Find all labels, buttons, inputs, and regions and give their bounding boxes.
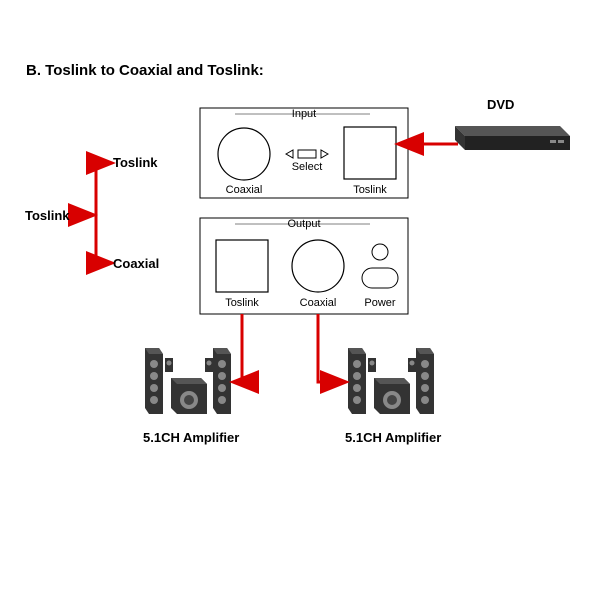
arrow-toslink-to-amp — [235, 314, 242, 382]
amp-right-label: 5.1CH Amplifier — [345, 430, 441, 445]
input-title: Input — [292, 108, 316, 120]
output-title: Output — [287, 218, 320, 230]
branch-bottom-label: Coaxial — [113, 256, 159, 271]
output-power-label: Power — [364, 297, 396, 309]
dvd-device — [455, 126, 570, 150]
input-panel: Input Coaxial Select Toslink — [200, 108, 408, 198]
arrow-coaxial-to-amp — [318, 314, 344, 382]
output-panel: Output Toslink Coaxial Power — [200, 218, 408, 314]
diagram-canvas: Input Coaxial Select Toslink Output Tosl… — [0, 0, 600, 600]
input-select-label: Select — [292, 161, 323, 173]
section-title: B. Toslink to Coaxial and Toslink: — [26, 62, 264, 79]
output-toslink-label: Toslink — [225, 297, 259, 309]
input-coaxial-label: Coaxial — [226, 184, 263, 196]
output-coaxial-label: Coaxial — [300, 297, 337, 309]
speakers-right — [348, 348, 434, 414]
speakers-left — [145, 348, 231, 414]
input-toslink-label: Toslink — [353, 184, 387, 196]
branch-top-label: Toslink — [113, 155, 158, 170]
main-left-label: Toslink — [25, 208, 70, 223]
left-fanout — [75, 163, 110, 263]
dvd-label: DVD — [487, 97, 514, 112]
amp-left-label: 5.1CH Amplifier — [143, 430, 239, 445]
